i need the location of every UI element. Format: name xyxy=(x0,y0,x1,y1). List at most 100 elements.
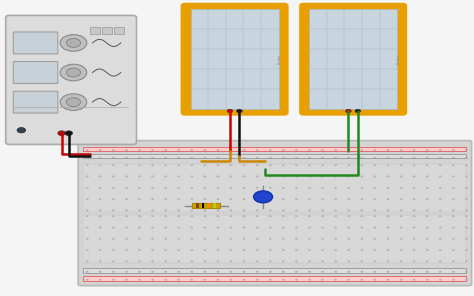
Bar xyxy=(196,203,199,208)
Circle shape xyxy=(426,261,428,262)
Circle shape xyxy=(17,128,26,133)
Circle shape xyxy=(230,149,232,151)
Circle shape xyxy=(374,227,376,228)
Circle shape xyxy=(439,249,441,251)
Circle shape xyxy=(374,176,376,177)
Circle shape xyxy=(321,261,324,262)
Circle shape xyxy=(295,271,298,272)
Circle shape xyxy=(125,187,128,189)
Circle shape xyxy=(439,165,441,166)
Circle shape xyxy=(191,165,193,166)
Circle shape xyxy=(282,198,284,200)
Circle shape xyxy=(308,176,310,177)
Circle shape xyxy=(86,198,88,200)
Circle shape xyxy=(335,215,337,217)
Circle shape xyxy=(112,271,115,272)
Circle shape xyxy=(243,210,246,211)
Circle shape xyxy=(452,261,455,262)
Circle shape xyxy=(321,157,324,159)
Circle shape xyxy=(374,165,376,166)
Circle shape xyxy=(191,187,193,189)
Circle shape xyxy=(191,215,193,217)
Bar xyxy=(213,203,216,208)
Circle shape xyxy=(178,157,180,159)
Circle shape xyxy=(99,198,101,200)
Circle shape xyxy=(151,261,154,262)
Circle shape xyxy=(256,149,258,151)
Circle shape xyxy=(191,176,193,177)
Circle shape xyxy=(295,187,298,189)
Circle shape xyxy=(465,198,467,200)
Bar xyxy=(83,164,466,212)
Circle shape xyxy=(230,165,232,166)
Circle shape xyxy=(361,165,363,166)
Circle shape xyxy=(125,210,128,211)
Circle shape xyxy=(86,261,88,262)
Circle shape xyxy=(66,68,81,77)
Circle shape xyxy=(151,165,154,166)
Circle shape xyxy=(321,165,324,166)
Circle shape xyxy=(256,249,258,251)
Circle shape xyxy=(308,271,310,272)
Circle shape xyxy=(86,176,88,177)
Circle shape xyxy=(217,215,219,217)
Circle shape xyxy=(387,271,389,272)
Circle shape xyxy=(282,165,284,166)
Circle shape xyxy=(321,198,324,200)
FancyBboxPatch shape xyxy=(13,62,58,83)
Circle shape xyxy=(308,210,310,211)
Circle shape xyxy=(295,165,298,166)
Circle shape xyxy=(217,157,219,159)
Circle shape xyxy=(256,271,258,272)
Circle shape xyxy=(230,157,232,159)
Bar xyxy=(83,276,466,281)
Circle shape xyxy=(151,198,154,200)
Circle shape xyxy=(204,238,206,239)
Circle shape xyxy=(112,215,115,217)
Circle shape xyxy=(361,261,363,262)
Circle shape xyxy=(308,198,310,200)
Circle shape xyxy=(230,198,232,200)
Circle shape xyxy=(256,165,258,166)
Circle shape xyxy=(269,149,272,151)
Circle shape xyxy=(178,279,180,281)
Circle shape xyxy=(387,261,389,262)
Circle shape xyxy=(256,215,258,217)
Circle shape xyxy=(374,279,376,281)
Circle shape xyxy=(465,157,467,159)
Circle shape xyxy=(465,271,467,272)
Circle shape xyxy=(374,271,376,272)
Circle shape xyxy=(426,210,428,211)
Text: Probe: Probe xyxy=(397,54,401,64)
Circle shape xyxy=(400,198,402,200)
Circle shape xyxy=(86,238,88,239)
Circle shape xyxy=(125,198,128,200)
Circle shape xyxy=(99,249,101,251)
Circle shape xyxy=(282,210,284,211)
Bar xyxy=(191,9,279,109)
Circle shape xyxy=(361,149,363,151)
Circle shape xyxy=(243,271,246,272)
Circle shape xyxy=(243,249,246,251)
Circle shape xyxy=(452,210,455,211)
Circle shape xyxy=(125,238,128,239)
Circle shape xyxy=(99,165,101,166)
Circle shape xyxy=(256,198,258,200)
Circle shape xyxy=(125,279,128,281)
Circle shape xyxy=(361,157,363,159)
Circle shape xyxy=(230,261,232,262)
Circle shape xyxy=(230,176,232,177)
Circle shape xyxy=(254,191,273,203)
Circle shape xyxy=(112,157,115,159)
Circle shape xyxy=(86,157,88,159)
Circle shape xyxy=(452,238,455,239)
Circle shape xyxy=(282,187,284,189)
Circle shape xyxy=(112,227,115,228)
Circle shape xyxy=(321,187,324,189)
Circle shape xyxy=(125,157,128,159)
Circle shape xyxy=(400,227,402,228)
Circle shape xyxy=(282,271,284,272)
Circle shape xyxy=(178,149,180,151)
Circle shape xyxy=(243,187,246,189)
Circle shape xyxy=(138,227,141,228)
